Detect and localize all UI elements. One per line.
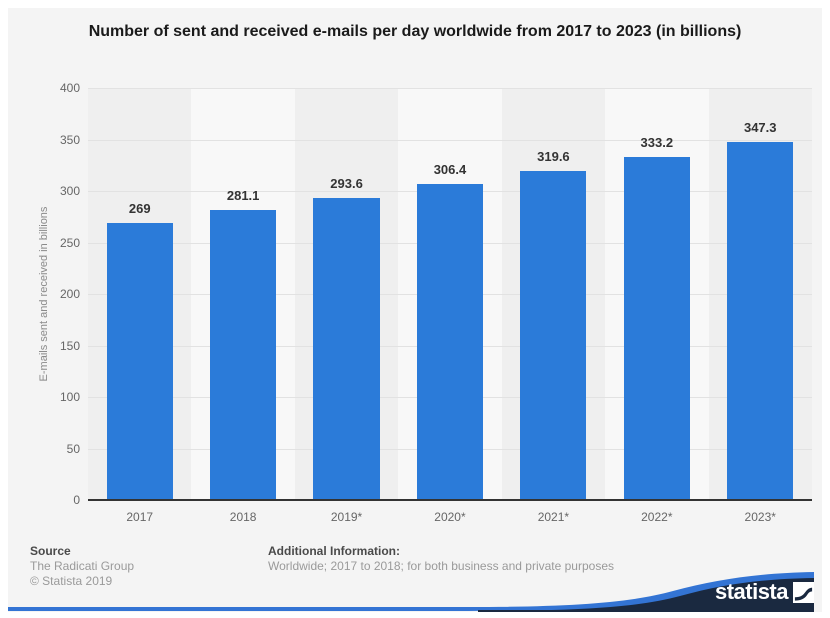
statista-wordmark: statista bbox=[714, 579, 789, 604]
statista-square-icon bbox=[793, 582, 814, 603]
y-tick-label: 200 bbox=[59, 287, 80, 301]
bar-2023* bbox=[727, 142, 794, 500]
bar-column: 333.2 bbox=[605, 88, 708, 500]
y-tick-label: 250 bbox=[59, 235, 80, 250]
bar-value-label: 333.2 bbox=[640, 134, 674, 150]
chart-title: Number of sent and received e-mails per … bbox=[88, 23, 742, 40]
x-tick-label: 2022* bbox=[641, 510, 673, 524]
bar-series: 269 281.1 293.6 306.4 319.6 333.2 347.3 bbox=[88, 88, 812, 500]
y-tick-label: 150 bbox=[59, 338, 80, 353]
x-tick-label: 2017 bbox=[126, 510, 154, 524]
y-tick-label: 350 bbox=[59, 132, 80, 147]
bar-2020* bbox=[416, 184, 484, 500]
bar-column: 281.1 bbox=[191, 88, 294, 500]
source-label: Source bbox=[30, 544, 71, 558]
bar-value-label: 306.4 bbox=[433, 162, 467, 178]
y-tick-label: 300 bbox=[59, 184, 80, 198]
statista-logo: statista bbox=[8, 564, 822, 612]
additional-info-block: Additional Information: Worldwide; 2017 … bbox=[268, 544, 614, 574]
y-tick-label: 100 bbox=[59, 390, 80, 404]
additional-info-text: Worldwide; 2017 to 2018; for both busine… bbox=[268, 559, 614, 573]
bar-2019* bbox=[313, 197, 380, 500]
logo-blue-swoosh bbox=[8, 572, 814, 611]
logo-bottom-edge bbox=[478, 610, 814, 612]
x-tick-label: 2019* bbox=[330, 510, 363, 524]
x-tick-label: 2020* bbox=[434, 510, 466, 524]
source-block: Source The Radicati Group © Statista 201… bbox=[30, 544, 134, 589]
y-axis-tick-labels: 0 50 100 150 200 250 300 350 400 bbox=[32, 81, 80, 507]
plot-area: 269 281.1 293.6 306.4 319.6 333.2 347.3 bbox=[88, 88, 812, 501]
y-tick-label: 0 bbox=[73, 493, 80, 507]
x-axis-tick-labels: 2017 2018 2019* 2020* 2021* 2022* 2023* bbox=[88, 510, 812, 524]
bar-value-label: 281.1 bbox=[226, 188, 260, 204]
source-name: The Radicati Group bbox=[30, 559, 135, 573]
chart-panel: Number of sent and received e-mails per … bbox=[8, 8, 822, 612]
gridline bbox=[88, 88, 812, 89]
bar-column: 293.6 bbox=[295, 88, 398, 500]
logo-navy-shape bbox=[478, 576, 814, 612]
bar-2018 bbox=[210, 210, 277, 500]
gridline bbox=[88, 139, 812, 141]
bar-2017 bbox=[106, 222, 173, 500]
statista-swoosh-graphic bbox=[8, 572, 814, 612]
x-tick-label: 2018 bbox=[229, 510, 257, 524]
x-tick-label: 2021* bbox=[537, 510, 570, 524]
bar-value-label: 319.6 bbox=[537, 148, 570, 164]
x-tick-label: 2023* bbox=[744, 510, 776, 524]
bar-column: 347.3 bbox=[709, 88, 812, 500]
bar-2022* bbox=[623, 156, 690, 500]
bar-2021* bbox=[520, 170, 587, 500]
copyright-text: © Statista 2019 bbox=[30, 574, 113, 588]
additional-info-label: Additional Information: bbox=[268, 544, 400, 558]
bar-value-label: 347.3 bbox=[743, 120, 777, 136]
bar-column: 269 bbox=[88, 88, 191, 500]
bar-column: 319.6 bbox=[502, 88, 605, 500]
bar-column: 306.4 bbox=[398, 88, 501, 500]
y-tick-label: 50 bbox=[66, 441, 80, 456]
bar-value-label: 269 bbox=[128, 200, 151, 216]
y-tick-label: 400 bbox=[59, 81, 80, 95]
bar-value-label: 293.6 bbox=[330, 175, 363, 191]
x-axis-line bbox=[88, 499, 812, 501]
